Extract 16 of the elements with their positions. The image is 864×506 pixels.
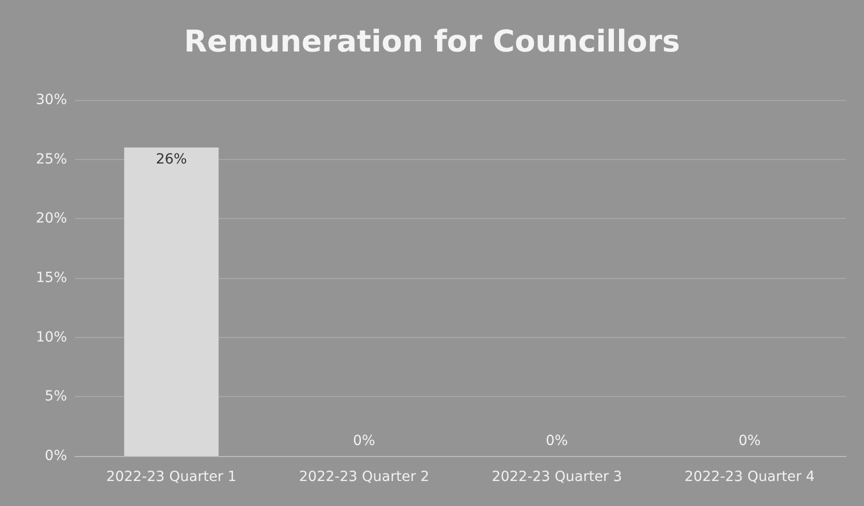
data-label: 0%: [546, 433, 568, 449]
y-tick-label: 25%: [36, 151, 67, 168]
x-tick-label: 2022-23 Quarter 3: [492, 469, 622, 485]
x-tick-label: 2022-23 Quarter 4: [684, 469, 815, 485]
y-tick-label: 15%: [36, 270, 67, 286]
y-tick-label: 10%: [36, 329, 67, 346]
x-tick-label: 2022-23 Quarter 1: [106, 469, 237, 485]
y-tick-label: 0%: [44, 448, 67, 464]
y-tick-label: 20%: [36, 210, 67, 227]
data-label: 0%: [353, 433, 376, 449]
y-tick-label: 30%: [36, 92, 67, 108]
data-label: 0%: [738, 433, 761, 449]
x-tick-label: 2022-23 Quarter 2: [298, 469, 430, 485]
data-label: 26%: [156, 151, 187, 168]
y-tick-label: 5%: [44, 388, 67, 405]
chart-title: Remuneration for Councillors: [184, 24, 680, 60]
